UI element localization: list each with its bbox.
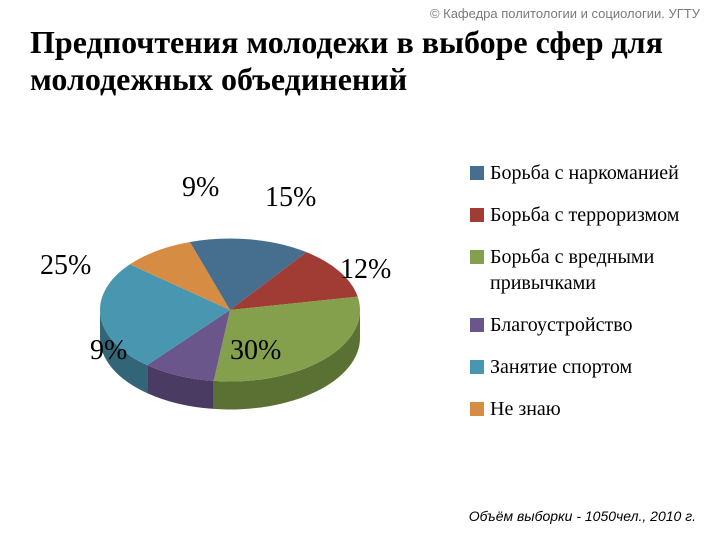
- legend-label: Борьба с вредными привычками: [490, 244, 700, 296]
- legend-item: Борьба с наркоманией: [470, 160, 700, 186]
- copyright-label: © Кафедра политологии и социологии. УГТУ: [430, 6, 700, 21]
- legend-item: Не знаю: [470, 396, 700, 422]
- legend-swatch: [470, 402, 484, 416]
- legend-swatch: [470, 318, 484, 332]
- legend-label: Не знаю: [490, 396, 700, 422]
- legend-swatch: [470, 166, 484, 180]
- sample-footnote: Объём выборки - 1050чел., 2010 г.: [469, 508, 696, 524]
- legend-swatch: [470, 360, 484, 374]
- legend-label: Борьба с терроризмом: [490, 202, 700, 228]
- pie-chart: 15%12%30%9%25%9%: [30, 150, 430, 470]
- legend-label: Борьба с наркоманией: [490, 160, 700, 186]
- legend-item: Занятие спортом: [470, 354, 700, 380]
- legend: Борьба с наркоманией Борьба с терроризмом…: [470, 160, 700, 438]
- legend-label: Занятие спортом: [490, 354, 700, 380]
- legend-item: Борьба с терроризмом: [470, 202, 700, 228]
- legend-swatch: [470, 208, 484, 222]
- legend-swatch: [470, 250, 484, 264]
- page-title: Предпочтения молодежи в выборе сфер для …: [30, 24, 690, 98]
- legend-item: Борьба с вредными привычками: [470, 244, 700, 296]
- pie-svg: [30, 150, 430, 470]
- legend-label: Благоустройство: [490, 312, 700, 338]
- legend-item: Благоустройство: [470, 312, 700, 338]
- page-root: © Кафедра политологии и социологии. УГТУ…: [0, 0, 720, 540]
